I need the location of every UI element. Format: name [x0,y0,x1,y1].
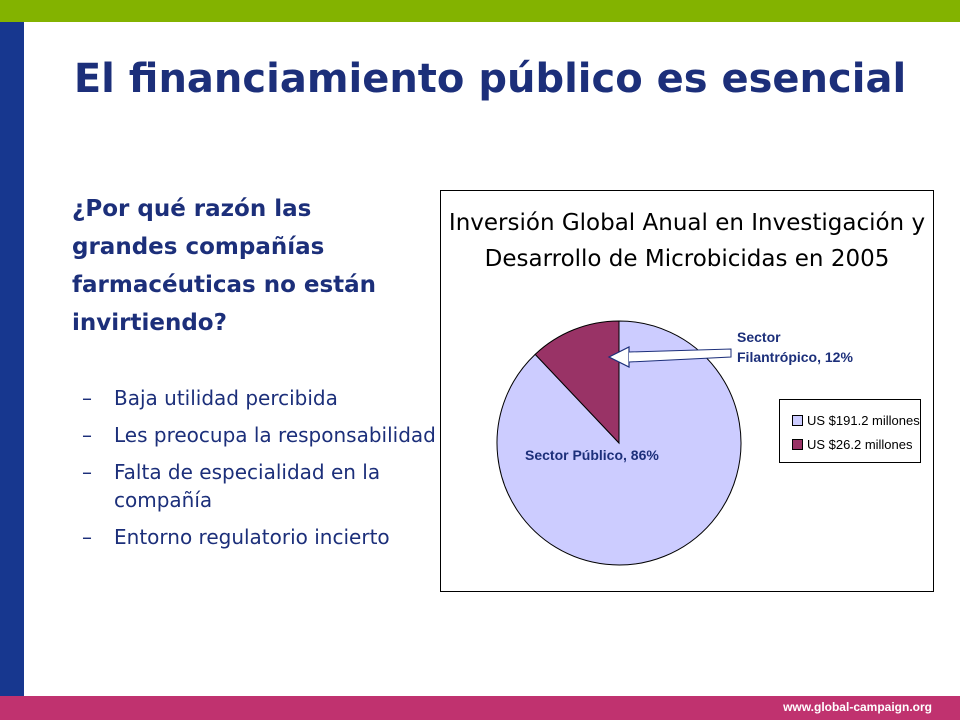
bullet-text: Falta de especialidad en la compañía [114,460,381,512]
annotation-arrow-shaft [628,348,732,363]
chart-legend: US $191.2 millones US $26.2 millones [779,399,921,463]
bullet-dash: – [82,423,92,447]
pie-slice-philanthropic [534,320,620,445]
slide-question: ¿Por qué razón las grandes compañías far… [72,196,377,336]
bullet-text: Baja utilidad percibida [114,386,338,410]
chart-title: Inversión Global Anual en Investigación … [448,210,926,272]
left-accent-bar [0,22,24,696]
bullet-text: Entorno regulatorio incierto [114,525,390,549]
pie-chart-frame: Inversión Global Anual en Investigación … [440,190,934,592]
bullet-item: – Les preocupa la responsabilidad [82,421,442,449]
bullet-item: – Entorno regulatorio incierto [82,523,442,551]
bullet-item: – Baja utilidad percibida [82,384,442,412]
bullet-dash: – [82,386,92,410]
pie-label-philanthropic: Sector Filantrópico, 12% [737,329,853,365]
legend-text-philanthropic: US $26.2 millones [807,436,913,452]
top-accent-bar [0,0,960,22]
bullet-list: – Baja utilidad percibida – Les preocupa l… [82,384,442,560]
slide-title: El financiamiento público es esencial [73,56,907,102]
footer-url: www.global-campaign.org [783,700,932,714]
pie-chart [496,320,742,566]
bottom-accent-bar [0,696,960,720]
legend-swatch-public [792,414,803,426]
legend-text-public: US $191.2 millones [807,412,920,428]
bullet-item: – Falta de especialidad en la compañía [82,458,442,514]
bullet-dash: – [82,460,92,484]
pie-label-public: Sector Público, 86% [525,447,659,463]
bullet-dash: – [82,525,92,549]
bullet-text: Les preocupa la responsabilidad [114,423,436,447]
legend-item-public: US $191.2 millones [792,410,920,430]
legend-swatch-philanthropic [792,438,803,450]
legend-item-philanthropic: US $26.2 millones [792,434,920,454]
